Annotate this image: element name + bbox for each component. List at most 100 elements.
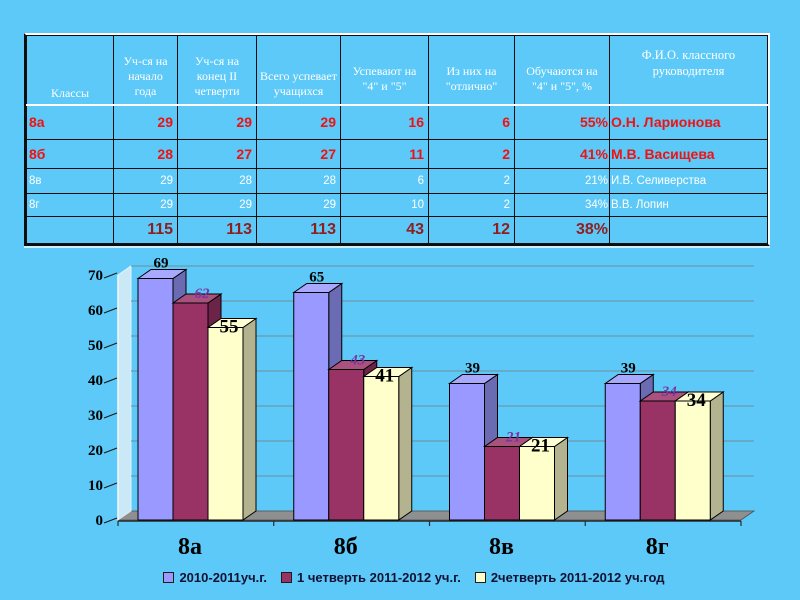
y-axis-label: 40 (88, 373, 103, 389)
cell-end: 29 (177, 193, 257, 217)
y-tick (103, 307, 118, 314)
data-label: 34 (661, 384, 678, 400)
cell-start: 29 (113, 193, 178, 217)
y-tick (103, 412, 118, 419)
col-header-good: Успевают на "4" и "5" (340, 35, 429, 106)
chart-legend: 2010-2011уч.г. 1 четверть 2011-2012 уч.г.… (0, 564, 800, 590)
data-label: 69 (154, 256, 169, 272)
cell-excellent: 2 (428, 193, 515, 217)
cell-percent: 38% (514, 216, 610, 244)
data-label: 39 (621, 361, 636, 377)
chart-left-wall (117, 265, 132, 521)
grades-table-grid: Классы Уч-ся на начало года Уч-ся на кон… (26, 35, 768, 244)
data-label: 21 (531, 436, 550, 457)
bar-8в-s2 (484, 446, 520, 521)
table-row-8v: 8в 29 28 28 6 2 21% И.В. Селиверства (26, 168, 768, 194)
cell-excellent: 12 (428, 216, 515, 244)
cell-teacher: В.В. Лопин (609, 193, 768, 217)
y-tick (103, 447, 118, 454)
bar-side-8г-s3 (709, 391, 724, 521)
bar-8б-s2 (328, 369, 365, 521)
col-header-class: Классы (26, 35, 114, 106)
col-header-start: Уч-ся на начало года (113, 35, 178, 106)
table-row-8b: 8б 28 27 27 11 2 41% М.В. Васищева (26, 139, 768, 169)
cell-end: 29 (177, 104, 257, 140)
cell-excellent: 2 (428, 139, 515, 169)
y-tick (103, 377, 118, 384)
col-header-end: Уч-ся на конец II четверти (177, 35, 257, 106)
col-header-passing: Всего успевает учащихся (256, 35, 341, 106)
cell-start: 28 (113, 139, 178, 169)
cell-good: 11 (340, 139, 429, 169)
y-axis-label: 50 (88, 338, 103, 354)
table-row-totals: 115 113 113 43 12 38% (26, 216, 768, 244)
y-axis-label: 20 (88, 443, 103, 459)
cell-end: 27 (177, 139, 257, 169)
cell-good: 10 (340, 193, 429, 217)
legend-item-s3: 2четверть 2011-2012 уч.год (474, 569, 665, 585)
cell-percent: 55% (514, 104, 610, 140)
y-axis-label: 0 (96, 513, 104, 529)
cell-passing: 28 (256, 168, 341, 194)
bar-8а-s3 (207, 327, 244, 521)
cell-excellent: 6 (428, 104, 515, 140)
bar-8а-s1 (137, 278, 174, 521)
data-label: 41 (375, 366, 394, 387)
y-axis-label: 70 (88, 268, 103, 284)
table-row-8a: 8а 29 29 29 16 6 55% О.Н. Ларионова (26, 104, 768, 140)
cell-percent: 21% (514, 168, 610, 194)
cell-good: 43 (340, 216, 429, 244)
cell-passing: 29 (256, 104, 341, 140)
col-header-excellent: Из них на "отлично" (428, 35, 515, 106)
bar-8б-s1 (293, 292, 330, 521)
cell-start: 29 (113, 168, 178, 194)
legend-swatch-icon (281, 571, 293, 583)
data-label: 55 (220, 317, 239, 338)
legend-swatch-icon (474, 571, 486, 583)
y-axis-label: 60 (88, 303, 103, 319)
cell-good: 6 (340, 168, 429, 194)
cell-teacher (609, 216, 768, 244)
data-label: 65 (309, 270, 324, 286)
col-header-percent: Обучаются на "4" и "5", % (514, 35, 610, 106)
data-label: 43 (349, 353, 366, 369)
bar-side-8в-s3 (554, 436, 568, 521)
y-axis-label: 30 (88, 408, 103, 424)
bar-8в-s3 (519, 446, 555, 521)
cell-class: 8б (26, 139, 114, 169)
category-label: 8г (646, 534, 669, 560)
y-tick (103, 482, 118, 489)
legend-item-s1: 2010-2011уч.г. (163, 570, 267, 585)
legend-item-s2: 1 четверть 2011-2012 уч.г. (281, 570, 461, 585)
cell-end: 28 (177, 168, 257, 194)
cell-passing: 113 (256, 216, 341, 244)
cell-percent: 34% (514, 193, 610, 217)
cell-passing: 29 (256, 193, 341, 217)
table-row-8g: 8г 29 29 29 10 2 34% В.В. Лопин (26, 193, 768, 217)
cell-class: 8г (26, 193, 114, 217)
bar-8в-s1 (449, 383, 485, 521)
legend-label: 2четверть 2011-2012 уч.год (490, 569, 665, 585)
legend-label: 2010-2011уч.г. (179, 569, 268, 585)
cell-class: 8а (26, 104, 114, 140)
cell-teacher: М.В. Васищева (609, 139, 768, 169)
data-label: 62 (195, 286, 211, 302)
y-tick (103, 272, 118, 279)
data-label: 34 (687, 390, 707, 411)
cell-percent: 41% (514, 139, 610, 169)
cell-class (26, 216, 114, 244)
y-tick (103, 517, 118, 524)
table-header-row: Классы Уч-ся на начало года Уч-ся на кон… (26, 35, 768, 106)
cell-teacher: О.Н. Ларионова (609, 104, 768, 140)
col-header-teacher: Ф.И.О. классного руководителя (609, 35, 768, 106)
cell-start: 115 (113, 216, 178, 244)
cell-class: 8в (26, 168, 114, 194)
cell-excellent: 2 (428, 168, 515, 194)
category-label: 8в (489, 534, 514, 560)
bar-side-8а-s3 (242, 317, 257, 521)
bar-side-8б-s3 (398, 366, 413, 521)
bar-8б-s3 (363, 376, 400, 521)
category-label: 8а (178, 534, 202, 560)
